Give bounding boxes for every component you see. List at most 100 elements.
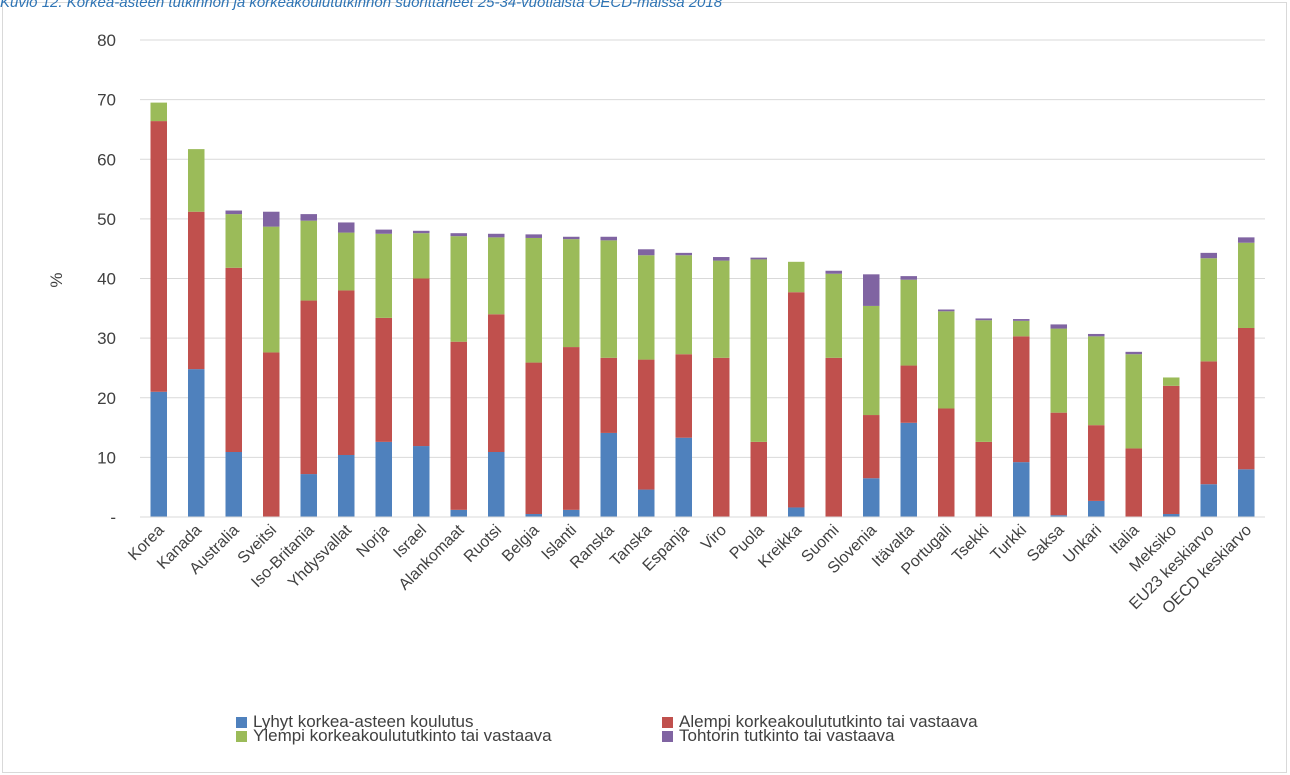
bar-segment-3 bbox=[450, 236, 467, 342]
bar-segment-1 bbox=[638, 489, 655, 517]
bar-segment-4 bbox=[563, 236, 580, 240]
legend-swatch bbox=[662, 730, 673, 742]
bar-segment-4 bbox=[675, 252, 692, 256]
y-axis: - 10 20 30 40 50 60 70 80 bbox=[97, 31, 116, 527]
x-axis: KoreaKanadaAustraliaSveitsiIso-BritaniaY… bbox=[125, 516, 1265, 617]
bar-segment-4 bbox=[338, 222, 355, 233]
bar-segment-4 bbox=[975, 318, 992, 321]
x-tick-label: Viro bbox=[698, 522, 730, 554]
bar-segment-1 bbox=[1088, 500, 1105, 517]
legend-item: Tohtorin tutkinto tai vastaava bbox=[662, 726, 894, 746]
x-tick-label: Norja bbox=[354, 522, 393, 561]
bar-segment-3 bbox=[675, 255, 692, 355]
bar-segment-3 bbox=[600, 240, 617, 358]
bar-segment-4 bbox=[1238, 237, 1255, 243]
x-tick-label: Ruotsi bbox=[461, 522, 505, 566]
legend-item: Ylempi korkeakoulututkinto tai vastaava bbox=[236, 726, 552, 746]
bar-segment-3 bbox=[563, 239, 580, 348]
bar-segment-3 bbox=[1200, 258, 1217, 362]
bar-segment-3 bbox=[1125, 354, 1142, 449]
bar-segment-3 bbox=[1050, 328, 1067, 413]
bar-segment-3 bbox=[1163, 377, 1180, 386]
bar-segment-3 bbox=[413, 233, 430, 279]
bar-segment-2 bbox=[825, 357, 842, 517]
x-tick-label: Belgia bbox=[499, 522, 543, 566]
bar-segment-1 bbox=[1050, 515, 1067, 517]
x-tick-label: Turkki bbox=[988, 522, 1030, 564]
x-tick-label: Tsekki bbox=[949, 522, 992, 565]
bar-segment-3 bbox=[338, 232, 355, 291]
bar-segment-4 bbox=[713, 257, 730, 261]
x-tick-label: Unkari bbox=[1060, 522, 1105, 567]
bar-segment-1 bbox=[675, 437, 692, 517]
bar-segment-4 bbox=[600, 236, 617, 241]
bar-segment-2 bbox=[713, 357, 730, 517]
bar-segment-1 bbox=[488, 452, 505, 517]
legend-item: Alempi korkeakoulututkinto tai vastaava bbox=[662, 712, 978, 732]
y-tick-label: 50 bbox=[97, 210, 116, 229]
bar-segment-2 bbox=[1200, 361, 1217, 485]
bar-segment-2 bbox=[1050, 412, 1067, 516]
bar-segment-1 bbox=[563, 509, 580, 517]
bar-segment-3 bbox=[150, 102, 167, 122]
bar-segment-4 bbox=[300, 214, 317, 221]
bar-segment-3 bbox=[1013, 320, 1030, 337]
bar-segment-2 bbox=[525, 362, 542, 515]
bar-segment-1 bbox=[1238, 469, 1255, 517]
legend-label: Alempi korkeakoulututkinto tai vastaava bbox=[679, 712, 978, 731]
bar-segment-1 bbox=[188, 369, 205, 517]
bar-segment-2 bbox=[413, 278, 430, 447]
bar-segment-4 bbox=[1125, 351, 1142, 355]
bars bbox=[150, 102, 1255, 517]
bar-segment-2 bbox=[900, 365, 917, 423]
bar-segment-4 bbox=[488, 233, 505, 238]
bar-segment-4 bbox=[900, 276, 917, 280]
bar-segment-4 bbox=[1013, 319, 1030, 321]
bar-segment-3 bbox=[375, 233, 392, 318]
bar-segment-4 bbox=[1088, 333, 1105, 337]
bar-segment-3 bbox=[863, 305, 880, 416]
legend-label: Ylempi korkeakoulututkinto tai vastaava bbox=[253, 726, 552, 745]
bar-segment-2 bbox=[1013, 336, 1030, 463]
bar-segment-2 bbox=[188, 211, 205, 370]
bar-segment-3 bbox=[188, 149, 205, 212]
y-tick-label: 10 bbox=[97, 448, 116, 467]
bar-segment-3 bbox=[975, 320, 992, 442]
bar-segment-3 bbox=[638, 255, 655, 360]
bar-segment-3 bbox=[938, 311, 955, 409]
bar-segment-3 bbox=[1238, 242, 1255, 328]
bar-segment-3 bbox=[263, 226, 280, 353]
y-tick-label: 40 bbox=[97, 270, 116, 289]
bar-segment-1 bbox=[225, 452, 242, 517]
bar-segment-1 bbox=[525, 514, 542, 517]
bar-segment-2 bbox=[263, 352, 280, 517]
bar-segment-3 bbox=[713, 260, 730, 358]
bar-segment-2 bbox=[975, 441, 992, 517]
y-tick-label: 60 bbox=[97, 150, 116, 169]
bar-segment-3 bbox=[525, 237, 542, 363]
legend-label: Tohtorin tutkinto tai vastaava bbox=[679, 726, 895, 745]
bar-segment-1 bbox=[1200, 484, 1217, 517]
bar-segment-1 bbox=[863, 478, 880, 517]
bar-segment-1 bbox=[150, 391, 167, 517]
legend-swatch bbox=[662, 716, 673, 728]
bar-segment-2 bbox=[675, 354, 692, 438]
bar-segment-1 bbox=[788, 507, 805, 517]
bar-segment-2 bbox=[488, 314, 505, 453]
bar-segment-3 bbox=[488, 237, 505, 315]
bar-segment-2 bbox=[788, 292, 805, 508]
bar-segment-1 bbox=[1013, 462, 1030, 517]
bar-segment-1 bbox=[375, 441, 392, 517]
bar-segment-2 bbox=[150, 121, 167, 392]
bar-segment-4 bbox=[263, 211, 280, 227]
bar-segment-2 bbox=[1125, 448, 1142, 517]
bar-segment-2 bbox=[563, 347, 580, 510]
bar-segment-3 bbox=[788, 261, 805, 293]
bar-segment-2 bbox=[1163, 385, 1180, 515]
bar-segment-4 bbox=[450, 233, 467, 237]
figure-caption: Kuvio 12. Korkea-asteen tutkinnon ja kor… bbox=[0, 0, 723, 11]
bar-segment-4 bbox=[525, 234, 542, 238]
bar-segment-4 bbox=[825, 270, 842, 274]
y-tick-label: 20 bbox=[97, 389, 116, 408]
